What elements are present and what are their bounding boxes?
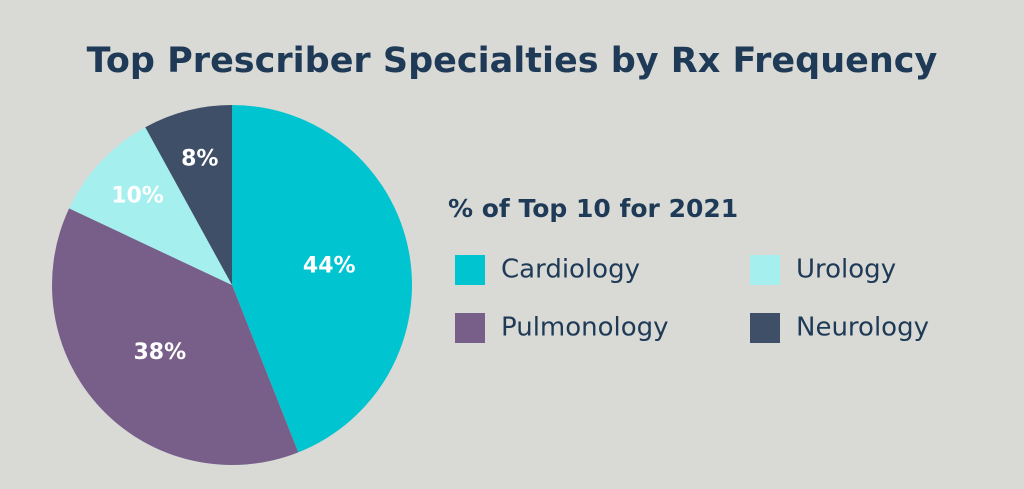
legend-label: Urology [796,255,896,285]
legend-swatch [750,313,780,343]
legend-swatch [750,255,780,285]
chart-title: Top Prescriber Specialties by Rx Frequen… [87,41,938,81]
legend-title: % of Top 10 for 2021 [448,194,738,223]
pie-slice [232,105,413,453]
pie-slice [145,105,232,285]
legend-label: Pulmonology [501,313,669,343]
legend-label: Cardiology [501,255,640,285]
pie-slice [51,208,299,465]
pie-slice [69,127,232,285]
slice-label: 38% [133,340,186,365]
legend-swatch [455,313,485,343]
slice-label: 44% [303,253,356,278]
slice-label: 10% [111,183,164,208]
legend-label: Neurology [796,313,929,343]
legend-swatch [455,255,485,285]
slice-label: 8% [181,146,218,171]
